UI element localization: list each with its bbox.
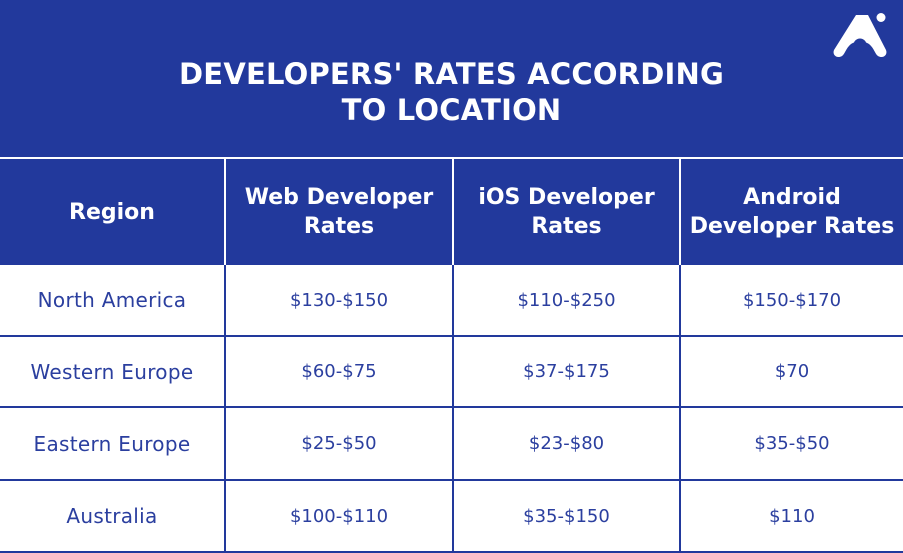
- ios-rate-cell: $35-$150: [452, 480, 680, 553]
- page-title: DEVELOPERS' RATES ACCORDING TO LOCATION: [0, 56, 903, 128]
- android-rate-cell: $110: [679, 480, 903, 553]
- ios-rate-cell: $110-$250: [452, 265, 680, 337]
- web-rate-cell: $25-$50: [224, 407, 453, 481]
- table-header-row: Region Web Developer Rates iOS Developer…: [0, 157, 903, 265]
- page-title-line-1: DEVELOPERS' RATES ACCORDING: [179, 57, 724, 91]
- web-rate-cell: $60-$75: [224, 336, 453, 408]
- column-header-android: Android Developer Rates: [679, 157, 903, 265]
- table-row: Western Europe $60-$75 $37-$175 $70: [0, 336, 903, 408]
- table-row: North America $130-$150 $110-$250 $150-$…: [0, 265, 903, 337]
- column-header-region: Region: [0, 157, 225, 265]
- region-cell: Western Europe: [0, 336, 225, 408]
- brand-logo-icon: [833, 13, 887, 58]
- column-header-web: Web Developer Rates: [224, 157, 453, 265]
- rates-table: Region Web Developer Rates iOS Developer…: [0, 157, 903, 553]
- ios-rate-cell: $23-$80: [452, 407, 680, 481]
- column-header-ios: iOS Developer Rates: [452, 157, 680, 265]
- table-row: Australia $100-$110 $35-$150 $110: [0, 480, 903, 553]
- region-cell: North America: [0, 265, 225, 337]
- ios-rate-cell: $37-$175: [452, 336, 680, 408]
- android-rate-cell: $70: [679, 336, 903, 408]
- table-row: Eastern Europe $25-$50 $23-$80 $35-$50: [0, 407, 903, 481]
- web-rate-cell: $130-$150: [224, 265, 453, 337]
- web-rate-cell: $100-$110: [224, 480, 453, 553]
- page-title-line-2: TO LOCATION: [341, 93, 562, 127]
- android-rate-cell: $35-$50: [679, 407, 903, 481]
- region-cell: Eastern Europe: [0, 407, 225, 481]
- android-rate-cell: $150-$170: [679, 265, 903, 337]
- region-cell: Australia: [0, 480, 225, 553]
- title-banner: [0, 0, 903, 157]
